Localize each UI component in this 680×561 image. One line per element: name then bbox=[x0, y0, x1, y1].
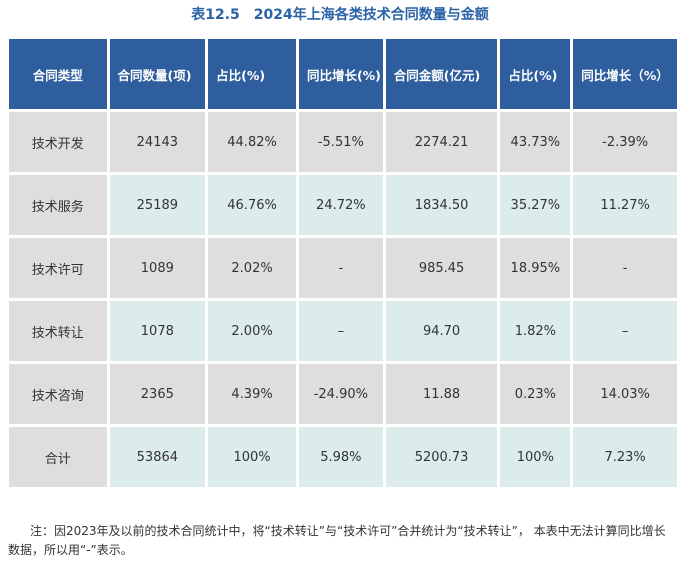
row-label: 技术许可 bbox=[9, 238, 107, 298]
table-cell: -24.90% bbox=[298, 364, 383, 424]
table-cell: 25189 bbox=[109, 175, 206, 235]
row-label: 技术开发 bbox=[9, 112, 107, 172]
table-cell: 2.00% bbox=[208, 301, 296, 361]
table-cell: 24.72% bbox=[298, 175, 383, 235]
table-cell: 1089 bbox=[109, 238, 206, 298]
table-cell: 1.82% bbox=[500, 301, 571, 361]
table-cell: 0.23% bbox=[500, 364, 571, 424]
column-header: 同比增长(%) bbox=[298, 39, 383, 109]
table-cell: 46.76% bbox=[208, 175, 296, 235]
table-cell: 2365 bbox=[109, 364, 206, 424]
table-cell: 5200.73 bbox=[385, 427, 498, 487]
table-cell: -5.51% bbox=[298, 112, 383, 172]
table-cell: 985.45 bbox=[385, 238, 498, 298]
table-cell: 5.98% bbox=[298, 427, 383, 487]
table-cell: - bbox=[298, 238, 383, 298]
table-cell: 100% bbox=[208, 427, 296, 487]
table-cell: – bbox=[573, 301, 677, 361]
table-cell: 11.27% bbox=[573, 175, 677, 235]
table-cell: 43.73% bbox=[500, 112, 571, 172]
table-cell: -2.39% bbox=[573, 112, 677, 172]
row-label: 技术咨询 bbox=[9, 364, 107, 424]
column-header: 合同数量(项) bbox=[109, 39, 206, 109]
table-row: 技术服务 25189 46.76% 24.72% 1834.50 35.27% 11.27% bbox=[9, 175, 677, 235]
column-header: 合同金额(亿元) bbox=[385, 39, 498, 109]
column-header: 合同类型 bbox=[9, 39, 107, 109]
column-header: 占比(%) bbox=[500, 39, 571, 109]
table-cell: 1078 bbox=[109, 301, 206, 361]
table-row: 合计 53864 100% 5.98% 5200.73 100% 7.23% bbox=[9, 427, 677, 487]
table-cell: 94.70 bbox=[385, 301, 498, 361]
table-cell: 2.02% bbox=[208, 238, 296, 298]
table-cell: 53864 bbox=[109, 427, 206, 487]
column-header: 同比增长（%） bbox=[573, 39, 677, 109]
footnote: 注：因2023年及以前的技术合同统计中，将“技术转让”与“技术许可”合并统计为“… bbox=[8, 524, 666, 557]
table-cell: 7.23% bbox=[573, 427, 677, 487]
header-row: 合同类型 合同数量(项) 占比(%) 同比增长(%) 合同金额(亿元) 占比(%) 同比增长… bbox=[9, 39, 677, 109]
table-cell: - bbox=[573, 238, 677, 298]
table-cell: 100% bbox=[500, 427, 571, 487]
row-label: 技术服务 bbox=[9, 175, 107, 235]
data-table: 合同类型 合同数量(项) 占比(%) 同比增长(%) 合同金额(亿元) 占比(%) 同比增长… bbox=[6, 36, 680, 490]
row-label: 合计 bbox=[9, 427, 107, 487]
row-label: 技术转让 bbox=[9, 301, 107, 361]
table-cell: 14.03% bbox=[573, 364, 677, 424]
table-body: 技术开发 24143 44.82% -5.51% 2274.21 43.73% -2.39%… bbox=[9, 112, 677, 487]
table-row: 技术咨询 2365 4.39% -24.90% 11.88 0.23% 14.03% bbox=[9, 364, 677, 424]
table-title: 表12.5 2024年上海各类技术合同数量与金额 bbox=[191, 7, 489, 23]
table-cell: 11.88 bbox=[385, 364, 498, 424]
table-cell: 44.82% bbox=[208, 112, 296, 172]
table-cell: 35.27% bbox=[500, 175, 571, 235]
table-cell: 18.95% bbox=[500, 238, 571, 298]
table-cell: 4.39% bbox=[208, 364, 296, 424]
table-row: 技术转让 1078 2.00% –94.70 1.82% – bbox=[9, 301, 677, 361]
table-cell: – bbox=[298, 301, 383, 361]
table-cell: 2274.21 bbox=[385, 112, 498, 172]
table-row: 技术许可 1089 2.02% -985.45 18.95% - bbox=[9, 238, 677, 298]
column-header: 占比(%) bbox=[208, 39, 296, 109]
table-cell: 1834.50 bbox=[385, 175, 498, 235]
table-cell: 24143 bbox=[109, 112, 206, 172]
table-row: 技术开发 24143 44.82% -5.51% 2274.21 43.73% -2.39% bbox=[9, 112, 677, 172]
